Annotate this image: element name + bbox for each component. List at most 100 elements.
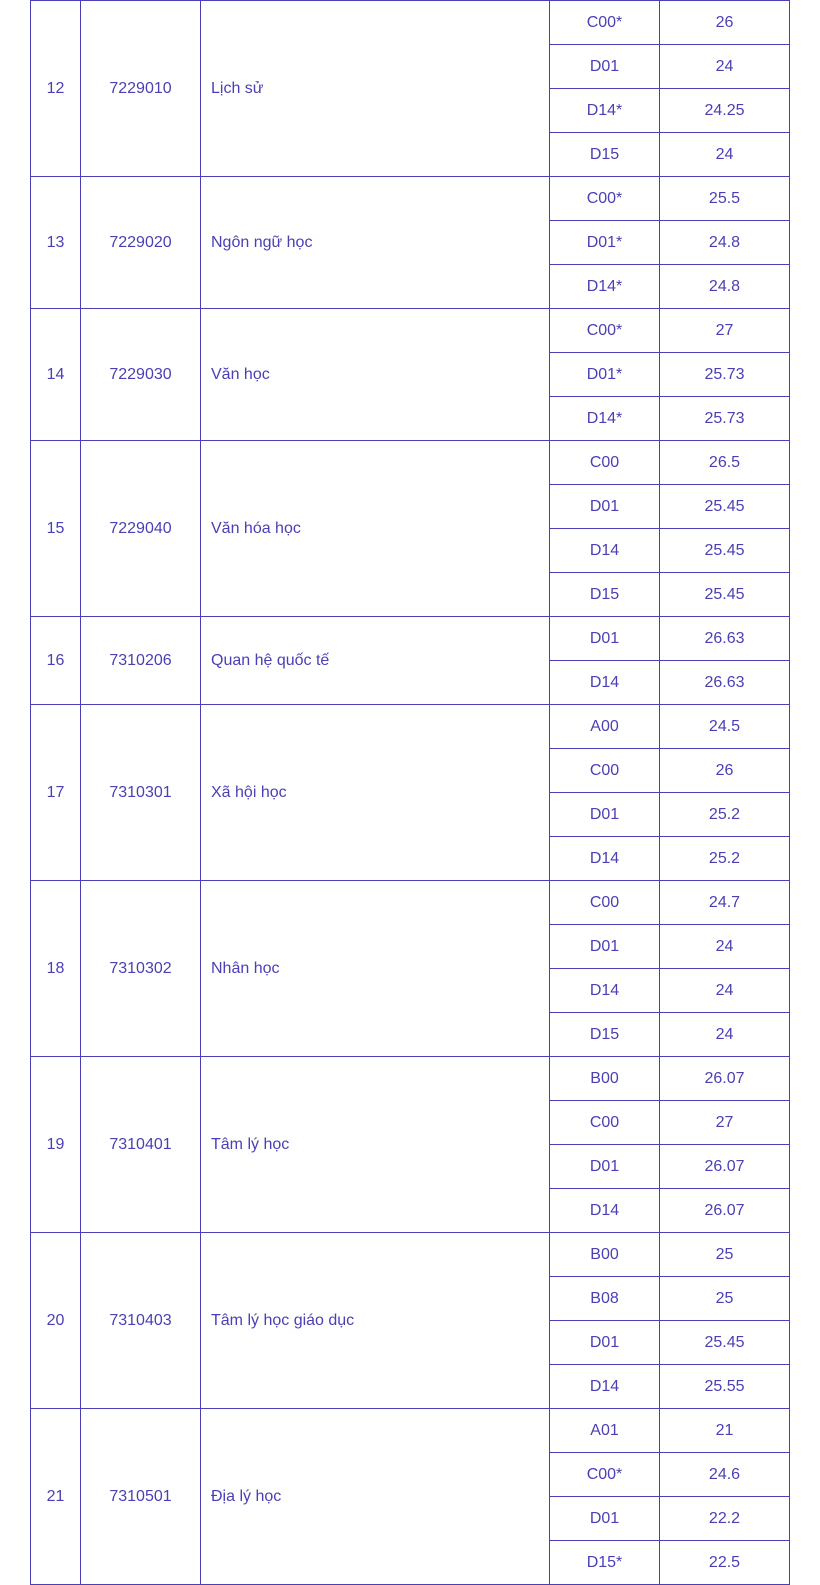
score: 22.5 xyxy=(660,1541,790,1585)
major-code: 7229040 xyxy=(81,441,201,617)
table-row: 197310401Tâm lý họcB0026.07 xyxy=(31,1057,790,1101)
subject-combination: C00* xyxy=(550,1,660,45)
score: 25 xyxy=(660,1277,790,1321)
score: 27 xyxy=(660,1101,790,1145)
major-code: 7310403 xyxy=(81,1233,201,1409)
table-row: 147229030Văn họcC00*27 xyxy=(31,309,790,353)
subject-combination: D14* xyxy=(550,397,660,441)
subject-combination: D14 xyxy=(550,969,660,1013)
subject-combination: D14 xyxy=(550,837,660,881)
score: 25.45 xyxy=(660,1321,790,1365)
major-name: Nhân học xyxy=(201,881,550,1057)
subject-combination: D01 xyxy=(550,45,660,89)
subject-combination: D15 xyxy=(550,573,660,617)
subject-combination: D14 xyxy=(550,661,660,705)
subject-combination: D14 xyxy=(550,1189,660,1233)
subject-combination: D14 xyxy=(550,1365,660,1409)
subject-combination: D01 xyxy=(550,1145,660,1189)
subject-combination: D14 xyxy=(550,529,660,573)
subject-combination: C00* xyxy=(550,1453,660,1497)
major-code: 7229010 xyxy=(81,1,201,177)
major-code: 7310301 xyxy=(81,705,201,881)
subject-combination: B00 xyxy=(550,1057,660,1101)
row-number: 12 xyxy=(31,1,81,177)
subject-combination: D14* xyxy=(550,89,660,133)
row-number: 17 xyxy=(31,705,81,881)
major-name: Văn học xyxy=(201,309,550,441)
major-name: Quan hệ quốc tế xyxy=(201,617,550,705)
row-number: 20 xyxy=(31,1233,81,1409)
score: 25.45 xyxy=(660,529,790,573)
score: 21 xyxy=(660,1409,790,1453)
score: 26 xyxy=(660,749,790,793)
score: 26 xyxy=(660,1,790,45)
score: 26.07 xyxy=(660,1189,790,1233)
subject-combination: B00 xyxy=(550,1233,660,1277)
subject-combination: D01 xyxy=(550,485,660,529)
major-name: Địa lý học xyxy=(201,1409,550,1585)
subject-combination: A00 xyxy=(550,705,660,749)
subject-combination: B08 xyxy=(550,1277,660,1321)
row-number: 21 xyxy=(31,1409,81,1585)
subject-combination: D01* xyxy=(550,353,660,397)
table-row: 187310302Nhân họcC0024.7 xyxy=(31,881,790,925)
subject-combination: D15* xyxy=(550,1541,660,1585)
score: 26.07 xyxy=(660,1145,790,1189)
score: 24.7 xyxy=(660,881,790,925)
table-row: 177310301Xã hội họcA0024.5 xyxy=(31,705,790,749)
score: 25.5 xyxy=(660,177,790,221)
score: 26.63 xyxy=(660,617,790,661)
score: 25.45 xyxy=(660,573,790,617)
score: 25.73 xyxy=(660,397,790,441)
major-code: 7229020 xyxy=(81,177,201,309)
subject-combination: A01 xyxy=(550,1409,660,1453)
score: 26.07 xyxy=(660,1057,790,1101)
major-name: Tâm lý học giáo dục xyxy=(201,1233,550,1409)
major-name: Ngôn ngữ học xyxy=(201,177,550,309)
score: 24.6 xyxy=(660,1453,790,1497)
score: 24 xyxy=(660,969,790,1013)
row-number: 13 xyxy=(31,177,81,309)
score: 27 xyxy=(660,309,790,353)
subject-combination: C00 xyxy=(550,749,660,793)
subject-combination: D14* xyxy=(550,265,660,309)
admission-scores-table: 127229010Lịch sửC00*26D0124D14*24.25D152… xyxy=(30,0,790,1585)
score: 25.45 xyxy=(660,485,790,529)
subject-combination: D01* xyxy=(550,221,660,265)
table-row: 157229040Văn hóa họcC0026.5 xyxy=(31,441,790,485)
table-row: 207310403Tâm lý học giáo dụcB0025 xyxy=(31,1233,790,1277)
subject-combination: D01 xyxy=(550,617,660,661)
score: 24 xyxy=(660,1013,790,1057)
score: 24 xyxy=(660,133,790,177)
table-row: 137229020Ngôn ngữ họcC00*25.5 xyxy=(31,177,790,221)
major-name: Xã hội học xyxy=(201,705,550,881)
row-number: 19 xyxy=(31,1057,81,1233)
score: 25.55 xyxy=(660,1365,790,1409)
subject-combination: C00 xyxy=(550,1101,660,1145)
score: 24 xyxy=(660,925,790,969)
score: 26.63 xyxy=(660,661,790,705)
subject-combination: C00 xyxy=(550,881,660,925)
major-code: 7229030 xyxy=(81,309,201,441)
row-number: 16 xyxy=(31,617,81,705)
score: 26.5 xyxy=(660,441,790,485)
major-name: Lịch sử xyxy=(201,1,550,177)
score: 22.2 xyxy=(660,1497,790,1541)
subject-combination: C00* xyxy=(550,177,660,221)
score: 25.73 xyxy=(660,353,790,397)
score: 25.2 xyxy=(660,837,790,881)
major-code: 7310206 xyxy=(81,617,201,705)
major-name: Văn hóa học xyxy=(201,441,550,617)
major-code: 7310501 xyxy=(81,1409,201,1585)
row-number: 14 xyxy=(31,309,81,441)
major-code: 7310302 xyxy=(81,881,201,1057)
major-name: Tâm lý học xyxy=(201,1057,550,1233)
subject-combination: C00* xyxy=(550,309,660,353)
table-row: 127229010Lịch sửC00*26 xyxy=(31,1,790,45)
subject-combination: D01 xyxy=(550,925,660,969)
subject-combination: D01 xyxy=(550,793,660,837)
row-number: 15 xyxy=(31,441,81,617)
subject-combination: D15 xyxy=(550,133,660,177)
table-row: 167310206Quan hệ quốc tếD0126.63 xyxy=(31,617,790,661)
score: 24.5 xyxy=(660,705,790,749)
